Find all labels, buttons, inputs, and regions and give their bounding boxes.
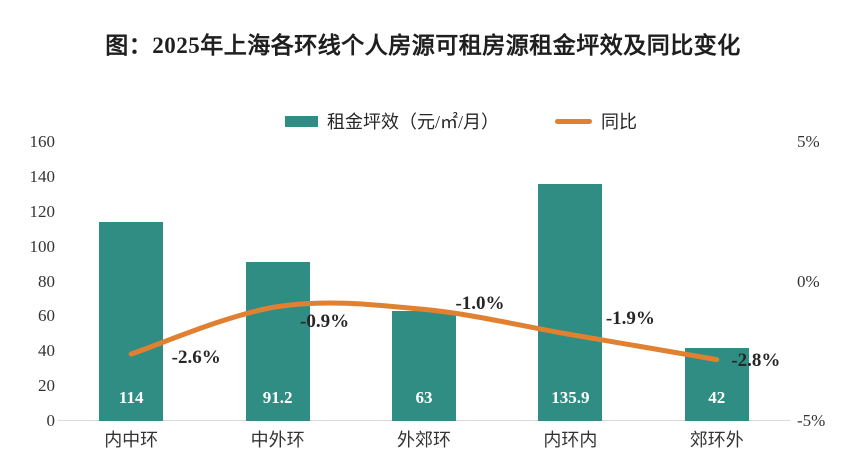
y-axis-left-tick: 140 <box>29 166 56 186</box>
y-axis-right-tick: 0% <box>797 271 820 291</box>
bar-value-label: 42 <box>708 388 726 407</box>
trend-point-label: -0.9% <box>300 310 350 332</box>
y-axis-left-tick: 80 <box>38 271 55 291</box>
y-axis-left-tick: 120 <box>29 201 56 221</box>
trend-point-label: -2.8% <box>731 349 781 371</box>
legend-line-label: 同比 <box>601 112 638 132</box>
bar-value-label: 114 <box>118 388 144 407</box>
trend-point-label: -1.9% <box>605 307 655 329</box>
y-axis-left-tick: 0 <box>46 411 56 430</box>
bar-series-swatch-icon <box>285 115 318 127</box>
line-series-swatch-icon <box>555 118 593 124</box>
y-axis-left-tick: 100 <box>29 236 56 256</box>
category-label: 郊环外 <box>689 430 744 450</box>
y-axis-right-tick: -5% <box>797 411 826 430</box>
category-label: 内中环 <box>104 430 159 450</box>
y-axis-left-tick: 20 <box>38 376 55 396</box>
legend-item-line: 同比 <box>555 108 637 134</box>
category-label: 中外环 <box>250 430 305 450</box>
category-label: 内环内 <box>543 430 598 450</box>
legend-bar-label: 租金坪效（元/㎡/月） <box>327 112 500 132</box>
bar-3 <box>538 184 603 421</box>
y-axis-left-tick: 40 <box>38 341 55 361</box>
bar-value-label: 135.9 <box>551 388 590 407</box>
chart-title: 图：2025年上海各环线个人房源可租房源租金坪效及同比变化 <box>105 33 741 58</box>
legend: 租金坪效（元/㎡/月） 同比 <box>285 108 637 134</box>
category-label: 外郊环 <box>397 430 451 450</box>
trend-point-label: -2.6% <box>171 347 221 369</box>
y-axis-left-tick: 160 <box>29 132 56 151</box>
legend-item-bar: 租金坪效（元/㎡/月） <box>285 108 499 134</box>
trend-point-label: -1.0% <box>455 293 505 315</box>
bar-value-label: 63 <box>415 388 433 407</box>
y-axis-left-tick: 60 <box>38 306 55 326</box>
y-axis-right-tick: 5% <box>797 132 820 151</box>
bar-value-label: 91.2 <box>262 388 293 407</box>
